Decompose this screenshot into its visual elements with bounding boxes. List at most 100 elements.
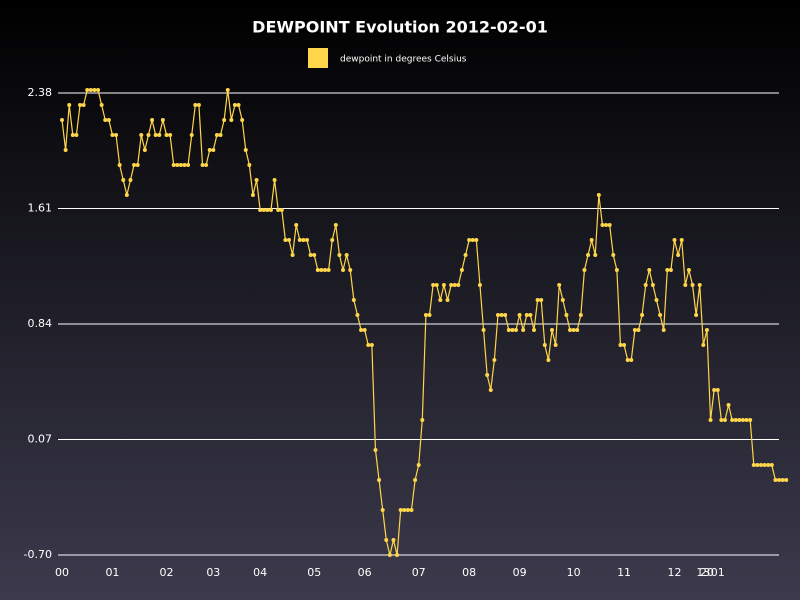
data-point (611, 253, 616, 257)
data-point (459, 268, 464, 272)
data-point (647, 268, 652, 272)
x-tick-label: 01 (711, 566, 725, 579)
data-point (683, 283, 688, 287)
data-point (733, 418, 738, 422)
data-point (88, 88, 93, 92)
data-point (744, 418, 749, 422)
data-point (114, 133, 119, 137)
data-point (715, 388, 720, 392)
data-point (495, 313, 500, 317)
data-point (438, 298, 443, 302)
data-point (92, 88, 97, 92)
data-point (326, 268, 331, 272)
data-point (531, 328, 536, 332)
data-point (132, 163, 137, 167)
x-tick-label: 03 (206, 566, 220, 579)
data-point (121, 178, 126, 182)
data-point (589, 238, 594, 242)
data-point (405, 508, 410, 512)
data-point (283, 238, 288, 242)
data-point (103, 118, 108, 122)
data-point (679, 238, 684, 242)
legend-swatch (308, 48, 328, 68)
data-point (712, 388, 717, 392)
data-point (449, 283, 454, 287)
data-point (762, 463, 767, 467)
data-point (708, 418, 713, 422)
data-point (222, 118, 227, 122)
data-point (740, 418, 745, 422)
data-point (654, 298, 659, 302)
data-point (272, 178, 277, 182)
data-point (96, 88, 101, 92)
data-point (557, 283, 562, 287)
data-point (142, 148, 147, 152)
data-point (297, 238, 302, 242)
data-point (178, 163, 183, 167)
data-point (139, 133, 144, 137)
data-point (81, 103, 86, 107)
data-point (697, 283, 702, 287)
data-point (777, 478, 781, 482)
data-point (211, 148, 216, 152)
data-point (236, 103, 241, 107)
data-point (387, 553, 392, 557)
data-point (769, 463, 774, 467)
data-point (542, 343, 547, 347)
data-point (146, 133, 151, 137)
data-point (85, 88, 90, 92)
data-point (632, 328, 637, 332)
data-point (196, 103, 201, 107)
data-point (722, 418, 727, 422)
data-point (694, 313, 699, 317)
data-point (135, 163, 140, 167)
data-point (229, 118, 234, 122)
data-point (373, 448, 378, 452)
data-point (784, 478, 789, 482)
data-point (600, 223, 605, 227)
data-point (726, 403, 731, 407)
x-tick-label: 20 (700, 566, 714, 579)
data-point (99, 103, 104, 107)
data-point (535, 298, 540, 302)
x-tick-label: 04 (253, 566, 267, 579)
data-point (157, 133, 162, 137)
data-point (676, 253, 681, 257)
data-point (568, 328, 573, 332)
data-point (661, 328, 666, 332)
data-point (261, 208, 266, 212)
data-point (294, 223, 299, 227)
x-tick-label: 13 (696, 566, 710, 579)
x-tick-label: 02 (159, 566, 173, 579)
data-point (333, 223, 338, 227)
data-point (359, 328, 364, 332)
data-point (175, 163, 180, 167)
data-point (258, 208, 263, 212)
data-point (513, 328, 518, 332)
data-point (492, 358, 497, 362)
data-point (153, 133, 158, 137)
data-point (780, 478, 785, 482)
data-point (200, 163, 205, 167)
y-tick-label: 2.38 (28, 86, 53, 99)
data-point (499, 313, 504, 317)
data-point (351, 298, 356, 302)
data-point (117, 163, 122, 167)
data-point (517, 313, 522, 317)
data-point (106, 118, 111, 122)
data-point (719, 418, 724, 422)
data-point (164, 133, 169, 137)
data-point (758, 463, 763, 467)
data-point (582, 268, 587, 272)
data-point (467, 238, 472, 242)
data-point (571, 328, 576, 332)
data-point (348, 268, 353, 272)
data-point (625, 358, 630, 362)
data-point (766, 463, 771, 467)
data-point (78, 103, 83, 107)
x-tick-label: 05 (307, 566, 321, 579)
data-point (70, 133, 75, 137)
data-point (395, 553, 400, 557)
data-point (193, 103, 198, 107)
